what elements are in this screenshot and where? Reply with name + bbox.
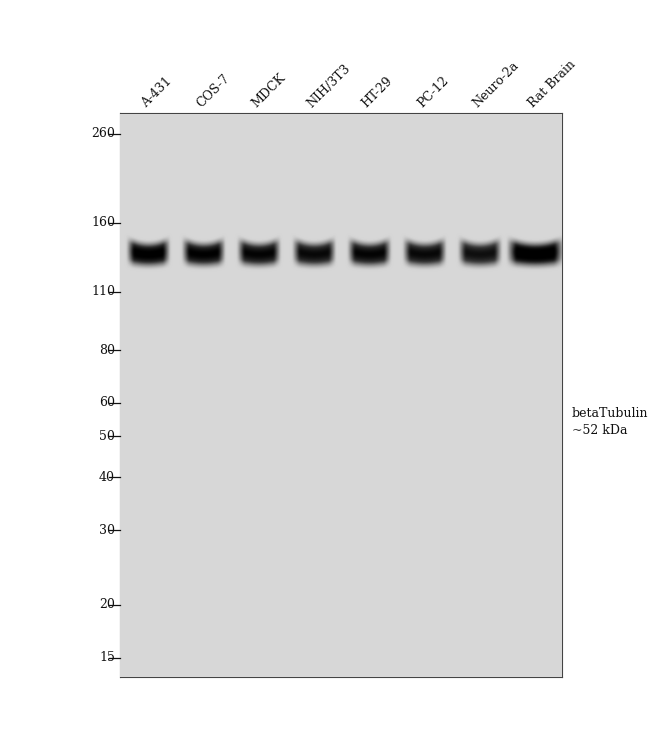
Text: 60: 60 <box>99 397 115 409</box>
Text: MDCK: MDCK <box>249 72 288 111</box>
Text: Neuro-2a: Neuro-2a <box>470 59 521 111</box>
Text: NIH/3T3: NIH/3T3 <box>304 62 353 111</box>
Text: COS-7: COS-7 <box>194 72 232 111</box>
Text: 15: 15 <box>99 651 115 664</box>
Text: 260: 260 <box>91 127 115 140</box>
Text: 80: 80 <box>99 343 115 356</box>
Text: betaTubulin
~52 kDa: betaTubulin ~52 kDa <box>572 407 649 437</box>
Text: 110: 110 <box>91 285 115 298</box>
Text: 30: 30 <box>99 524 115 537</box>
Text: 50: 50 <box>99 430 115 443</box>
Text: A-431: A-431 <box>138 75 174 111</box>
Text: Rat Brain: Rat Brain <box>525 59 578 111</box>
Text: 20: 20 <box>99 598 115 611</box>
Text: 160: 160 <box>91 216 115 229</box>
Text: HT-29: HT-29 <box>359 75 395 111</box>
Text: PC-12: PC-12 <box>415 75 451 111</box>
Text: 40: 40 <box>99 471 115 484</box>
